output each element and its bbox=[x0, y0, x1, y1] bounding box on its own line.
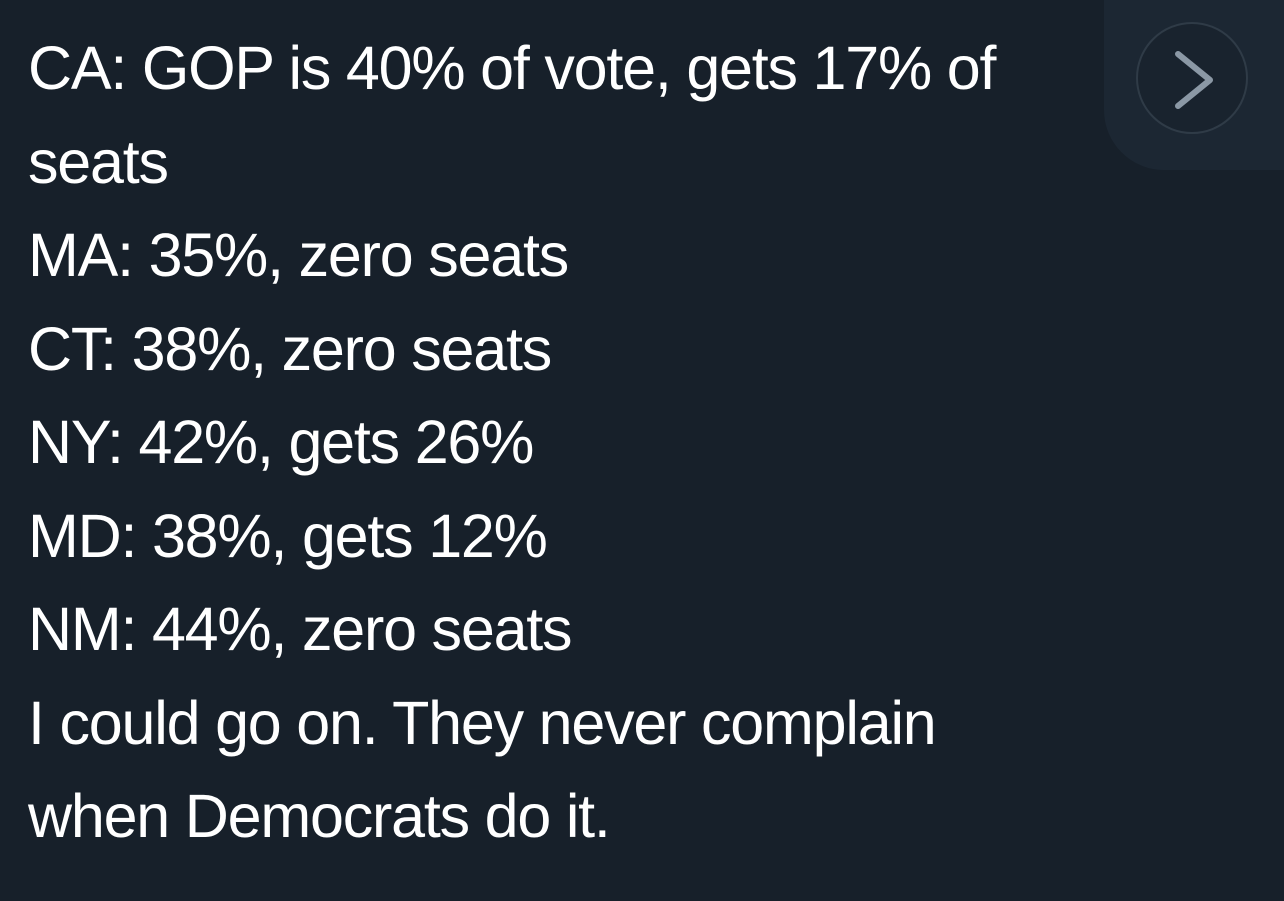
tweet-line-1: CA: GOP is 40% of vote, gets 17% of bbox=[28, 34, 996, 102]
tweet-line-3: MA: 35%, zero seats bbox=[28, 221, 569, 289]
chevron-right-icon bbox=[1175, 51, 1213, 109]
tweet-line-9: when Democrats do it. bbox=[28, 782, 611, 850]
next-button[interactable] bbox=[1136, 22, 1248, 134]
tweet-text: CA: GOP is 40% of vote, gets 17% of seat… bbox=[28, 22, 1258, 864]
tweet-line-5: NY: 42%, gets 26% bbox=[28, 408, 534, 476]
tweet-line-8: I could go on. They never complain bbox=[28, 688, 937, 757]
tweet-line-2: seats bbox=[28, 127, 169, 196]
tweet-line-6: MD: 38%, gets 12% bbox=[28, 501, 548, 570]
tweet-line-7: NM: 44%, zero seats bbox=[28, 595, 573, 663]
tweet-line-4: CT: 38%, zero seats bbox=[28, 314, 552, 383]
